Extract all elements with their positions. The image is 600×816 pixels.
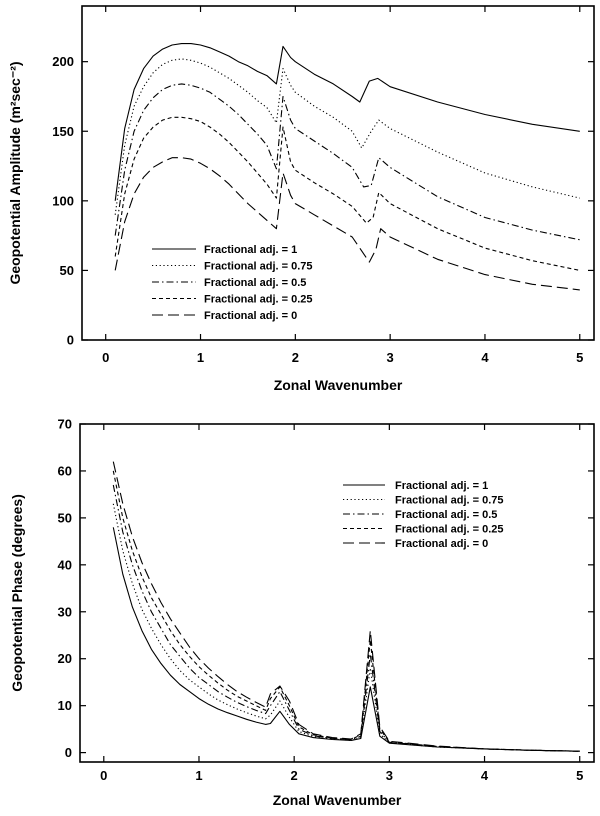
legend-label: Fractional adj. = 0.75 (204, 261, 313, 273)
legend-label: Fractional adj. = 0.5 (395, 509, 497, 521)
x-tick-label: 1 (195, 768, 202, 783)
y-tick-label: 60 (58, 463, 72, 478)
y-tick-label: 0 (65, 745, 72, 760)
legend-label: Fractional adj. = 0.75 (395, 495, 504, 507)
x-tick-label: 4 (481, 350, 489, 365)
x-tick-label: 0 (100, 768, 107, 783)
y-tick-label: 20 (58, 651, 72, 666)
legend: Fractional adj. = 1 Fractional adj. = 0.7… (152, 244, 313, 322)
series-line-5 (112, 461, 580, 752)
series-line-4 (114, 116, 580, 271)
y-tick-label: 50 (58, 510, 72, 525)
legend: Fractional adj. = 1 Fractional adj. = 0.7… (343, 480, 504, 550)
legend-label: Fractional adj. = 1 (395, 480, 488, 492)
x-axis-title: Zonal Wavenumber (274, 377, 403, 393)
legend-label: Fractional adj. = 0.25 (204, 294, 313, 306)
y-tick-label: 50 (60, 263, 74, 278)
x-tick-label: 3 (386, 768, 393, 783)
y-tick-label: 10 (58, 698, 72, 713)
y-axis-title: Geopotential Amplitude (m²sec⁻²) (7, 61, 23, 284)
x-axis-title: Zonal Wavenumber (273, 792, 402, 808)
y-tick-label: 150 (52, 124, 74, 139)
x-tick-label: 3 (387, 350, 394, 365)
y-tick-label: 40 (58, 557, 72, 572)
y-axis-title: Geopotential Phase (degrees) (9, 494, 25, 692)
series-line-5 (114, 157, 580, 291)
x-tick-label: 2 (292, 350, 299, 365)
y-tick-label: 30 (58, 604, 72, 619)
legend-label: Fractional adj. = 1 (204, 244, 297, 256)
y-tick-label: 70 (58, 417, 72, 432)
x-tick-label: 5 (576, 350, 583, 365)
legend-label: Fractional adj. = 0.5 (204, 277, 306, 289)
y-tick-label: 100 (52, 193, 74, 208)
x-tick-label: 1 (197, 350, 204, 365)
y-tick-label: 0 (67, 333, 74, 348)
plot-frame (79, 423, 595, 763)
series-line-4 (112, 470, 580, 752)
series-line-1 (114, 43, 580, 201)
legend-label: Fractional adj. = 0.25 (395, 524, 504, 536)
legend-label: Fractional adj. = 0 (395, 538, 488, 550)
legend-label: Fractional adj. = 0 (204, 310, 297, 322)
series-line-1 (112, 527, 580, 752)
y-tick-label: 200 (52, 54, 74, 69)
series-line-3 (112, 484, 580, 752)
series-line-3 (114, 83, 580, 241)
series-line-2 (112, 503, 580, 752)
series-line-2 (114, 58, 580, 215)
x-tick-label: 5 (576, 768, 583, 783)
plot-frame (81, 5, 595, 341)
x-tick-label: 2 (291, 768, 298, 783)
x-tick-label: 4 (481, 768, 489, 783)
x-tick-label: 0 (102, 350, 109, 365)
